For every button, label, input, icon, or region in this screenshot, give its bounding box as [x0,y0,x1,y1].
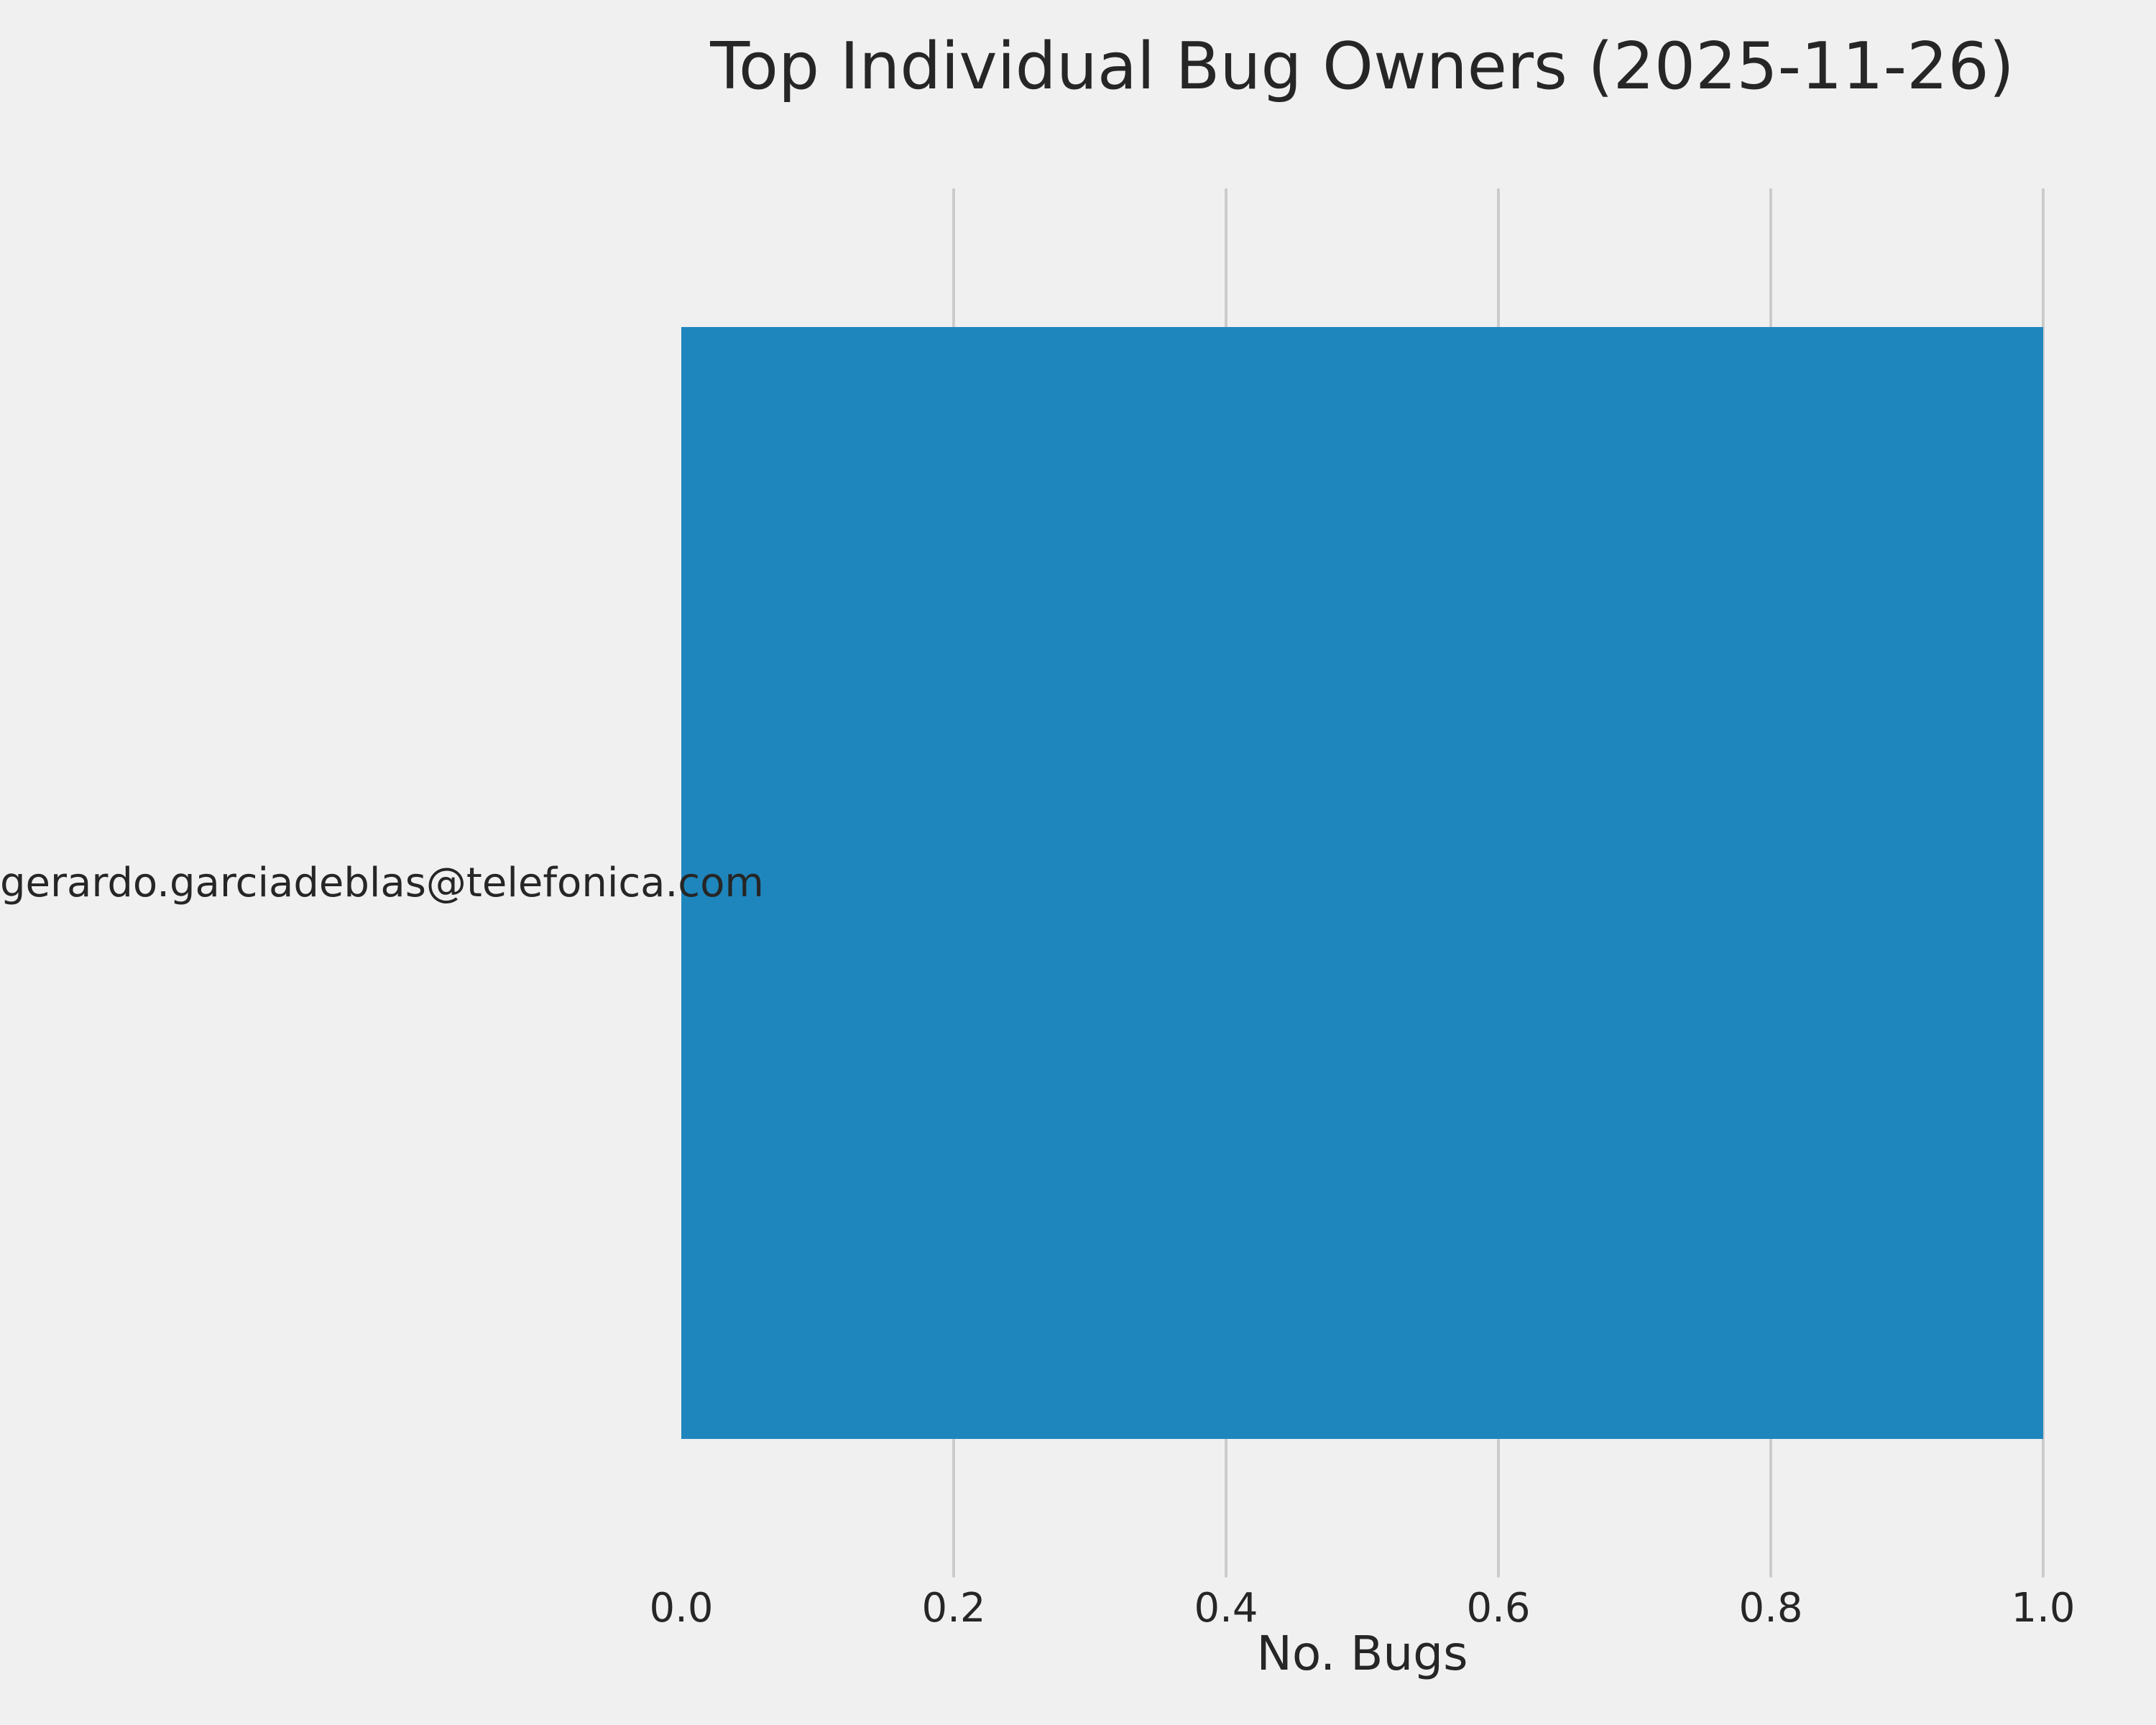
x-tick-label: 1.0 [2011,1585,2076,1632]
bar-top-bug-owner [681,327,2043,1439]
chart-title: Top Individual Bug Owners (2025-11-26) [710,29,2014,104]
gridline [2042,188,2045,1578]
x-tick-label: 0.2 [921,1585,986,1632]
x-axis-ticks: 0.0 0.2 0.4 0.6 0.8 1.0 [649,1585,2075,1635]
x-tick-label: 0.4 [1194,1585,1258,1632]
x-axis-label: No. Bugs [1256,1626,1468,1681]
x-tick-label: 0.8 [1738,1585,1803,1632]
plot-area [681,188,2045,1578]
x-tick-label: 0.0 [649,1585,714,1632]
y-tick-label-bug-owner-email: gerardo.garciadeblas@telefonica.com [0,860,764,906]
x-tick-label: 0.6 [1466,1585,1531,1632]
